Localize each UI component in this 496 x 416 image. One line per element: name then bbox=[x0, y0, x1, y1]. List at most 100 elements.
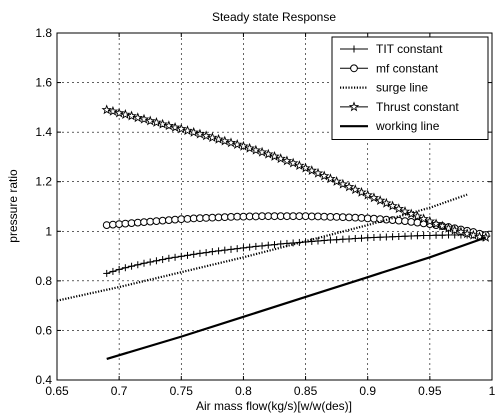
legend-entry-thrust-constant: Thrust constant bbox=[340, 100, 459, 114]
data-point-thrust-constant bbox=[138, 113, 150, 124]
data-point-thrust-constant bbox=[387, 200, 398, 211]
data-point-thrust-constant bbox=[437, 220, 448, 231]
data-point-tit-constant bbox=[308, 237, 316, 245]
data-point-tit-constant bbox=[171, 253, 179, 261]
data-point-tit-constant bbox=[438, 231, 446, 239]
data-point-thrust-constant bbox=[362, 189, 373, 200]
series-layer bbox=[56, 104, 492, 360]
data-point-tit-constant bbox=[445, 231, 452, 239]
data-point-tit-constant bbox=[376, 233, 384, 241]
data-point-thrust-constant bbox=[356, 186, 367, 197]
data-point-thrust-constant bbox=[318, 170, 330, 181]
data-point-thrust-constant bbox=[256, 146, 268, 157]
data-point-thrust-constant bbox=[399, 205, 411, 216]
data-point-thrust-constant bbox=[393, 203, 404, 214]
data-point-thrust-constant bbox=[424, 215, 436, 226]
data-point-thrust-constant bbox=[405, 208, 417, 219]
data-point-tit-constant bbox=[401, 232, 409, 240]
data-point-tit-constant bbox=[420, 231, 428, 239]
data-point-tit-constant bbox=[190, 250, 198, 258]
data-point-tit-constant bbox=[395, 232, 403, 240]
y-tick-label: 1.6 bbox=[35, 76, 52, 90]
data-point-thrust-constant bbox=[151, 116, 162, 127]
legend-marker-mf-constant bbox=[350, 64, 358, 73]
data-point-tit-constant bbox=[196, 249, 204, 257]
data-point-thrust-constant bbox=[238, 140, 249, 151]
data-point-tit-constant bbox=[451, 231, 459, 239]
legend-entry-tit-constant: TIT constant bbox=[340, 42, 443, 56]
legend-entry-working-line: working line bbox=[340, 119, 440, 133]
data-point-tit-constant bbox=[177, 252, 185, 260]
data-point-thrust-constant bbox=[455, 226, 467, 237]
data-point-thrust-constant bbox=[461, 228, 473, 239]
data-point-tit-constant bbox=[103, 269, 111, 277]
legend-marker-tit-constant bbox=[350, 45, 358, 53]
y-tick-label: 0.6 bbox=[35, 323, 52, 337]
data-point-tit-constant bbox=[208, 248, 216, 256]
data-point-tit-constant bbox=[277, 240, 285, 248]
data-point-mf-constant bbox=[401, 217, 409, 226]
data-point-thrust-constant bbox=[350, 184, 361, 195]
data-point-tit-constant bbox=[165, 254, 173, 262]
data-point-thrust-constant bbox=[294, 160, 305, 171]
data-point-thrust-constant bbox=[225, 137, 237, 148]
data-point-tit-constant bbox=[320, 236, 328, 244]
data-point-tit-constant bbox=[184, 251, 191, 259]
data-point-tit-constant bbox=[215, 247, 223, 255]
data-point-thrust-constant bbox=[430, 218, 442, 229]
data-point-tit-constant bbox=[109, 267, 117, 275]
y-tick-label: 1.4 bbox=[35, 125, 52, 139]
data-point-tit-constant bbox=[140, 259, 148, 267]
data-point-tit-constant bbox=[345, 235, 353, 243]
x-tick-label: 0.7 bbox=[111, 384, 128, 398]
data-point-tit-constant bbox=[115, 265, 123, 273]
data-point-tit-constant bbox=[264, 241, 272, 249]
data-point-thrust-constant bbox=[275, 153, 286, 164]
data-point-tit-constant bbox=[152, 257, 160, 265]
data-point-thrust-constant bbox=[101, 104, 112, 115]
data-point-thrust-constant bbox=[107, 105, 119, 116]
data-point-thrust-constant bbox=[113, 107, 125, 118]
data-point-thrust-constant bbox=[213, 133, 224, 144]
data-point-tit-constant bbox=[326, 236, 334, 244]
data-point-tit-constant bbox=[314, 237, 322, 245]
data-point-tit-constant bbox=[389, 233, 397, 241]
data-point-tit-constant bbox=[239, 244, 247, 252]
data-point-tit-constant bbox=[271, 241, 278, 249]
data-point-tit-constant bbox=[128, 262, 136, 270]
data-point-thrust-constant bbox=[176, 123, 187, 134]
data-point-thrust-constant bbox=[144, 115, 156, 126]
data-point-tit-constant bbox=[426, 231, 434, 239]
data-point-tit-constant bbox=[121, 264, 129, 272]
data-point-thrust-constant bbox=[244, 142, 255, 153]
data-point-tit-constant bbox=[246, 243, 254, 251]
data-point-thrust-constant bbox=[126, 110, 137, 121]
data-point-tit-constant bbox=[364, 234, 372, 242]
x-tick-label: 0.65 bbox=[45, 384, 69, 398]
data-point-thrust-constant bbox=[331, 175, 342, 186]
data-point-tit-constant bbox=[407, 232, 415, 240]
data-point-thrust-constant bbox=[194, 128, 206, 139]
data-point-thrust-constant bbox=[207, 132, 218, 143]
data-point-thrust-constant bbox=[157, 118, 168, 129]
data-point-tit-constant bbox=[358, 234, 365, 242]
data-point-tit-constant bbox=[258, 242, 266, 250]
data-point-thrust-constant bbox=[312, 167, 324, 178]
plot-frame bbox=[56, 32, 493, 381]
data-point-thrust-constant bbox=[219, 135, 231, 146]
series-line-working-line bbox=[106, 236, 487, 360]
data-point-thrust-constant bbox=[132, 112, 144, 123]
data-point-tit-constant bbox=[233, 245, 241, 253]
x-tick-label: 0.8 bbox=[235, 384, 252, 398]
data-point-thrust-constant bbox=[412, 210, 423, 221]
data-point-tit-constant bbox=[289, 239, 297, 247]
x-tick-label: 1 bbox=[489, 384, 496, 398]
x-tick-label: 0.95 bbox=[418, 384, 442, 398]
data-point-tit-constant bbox=[134, 261, 142, 269]
data-point-thrust-constant bbox=[188, 126, 199, 137]
series-working-line bbox=[106, 236, 487, 360]
data-point-thrust-constant bbox=[468, 229, 479, 240]
series-thrust-constant bbox=[101, 104, 492, 242]
data-point-thrust-constant bbox=[120, 109, 131, 119]
data-point-tit-constant bbox=[339, 235, 347, 243]
